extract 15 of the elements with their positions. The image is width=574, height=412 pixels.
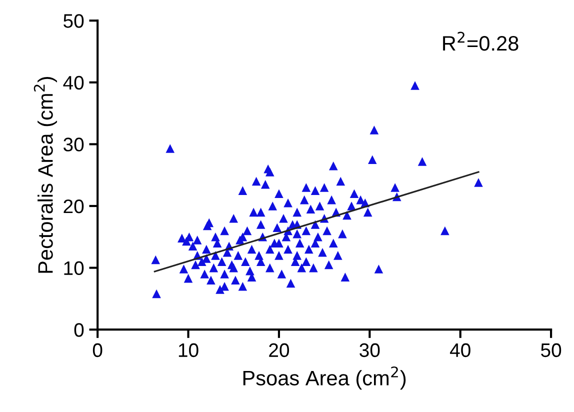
y-axis-title: Pectoralis Area (cm$^{2}$) <box>34 77 57 273</box>
x-tick-label: 20 <box>269 343 290 358</box>
x-tick-label: 10 <box>178 343 198 358</box>
x-tick-label: 50 <box>541 343 562 358</box>
x-axis-title: Psoas Area (cm$^{2}$) <box>243 366 406 390</box>
annotation: R$^{2}$=0.28 <box>443 32 518 51</box>
y-tick-label: 50 <box>64 14 84 28</box>
x-tick-label: 40 <box>450 343 470 358</box>
y-tick-label: 0 <box>74 323 84 337</box>
x-tick-label: 30 <box>360 343 380 358</box>
y-tick-label: 30 <box>64 138 84 152</box>
y-tick-label: 40 <box>63 76 84 90</box>
y-tick-label: 20 <box>64 199 84 214</box>
x-tick-label: 0 <box>92 343 102 358</box>
y-tick-label: 10 <box>64 261 84 276</box>
